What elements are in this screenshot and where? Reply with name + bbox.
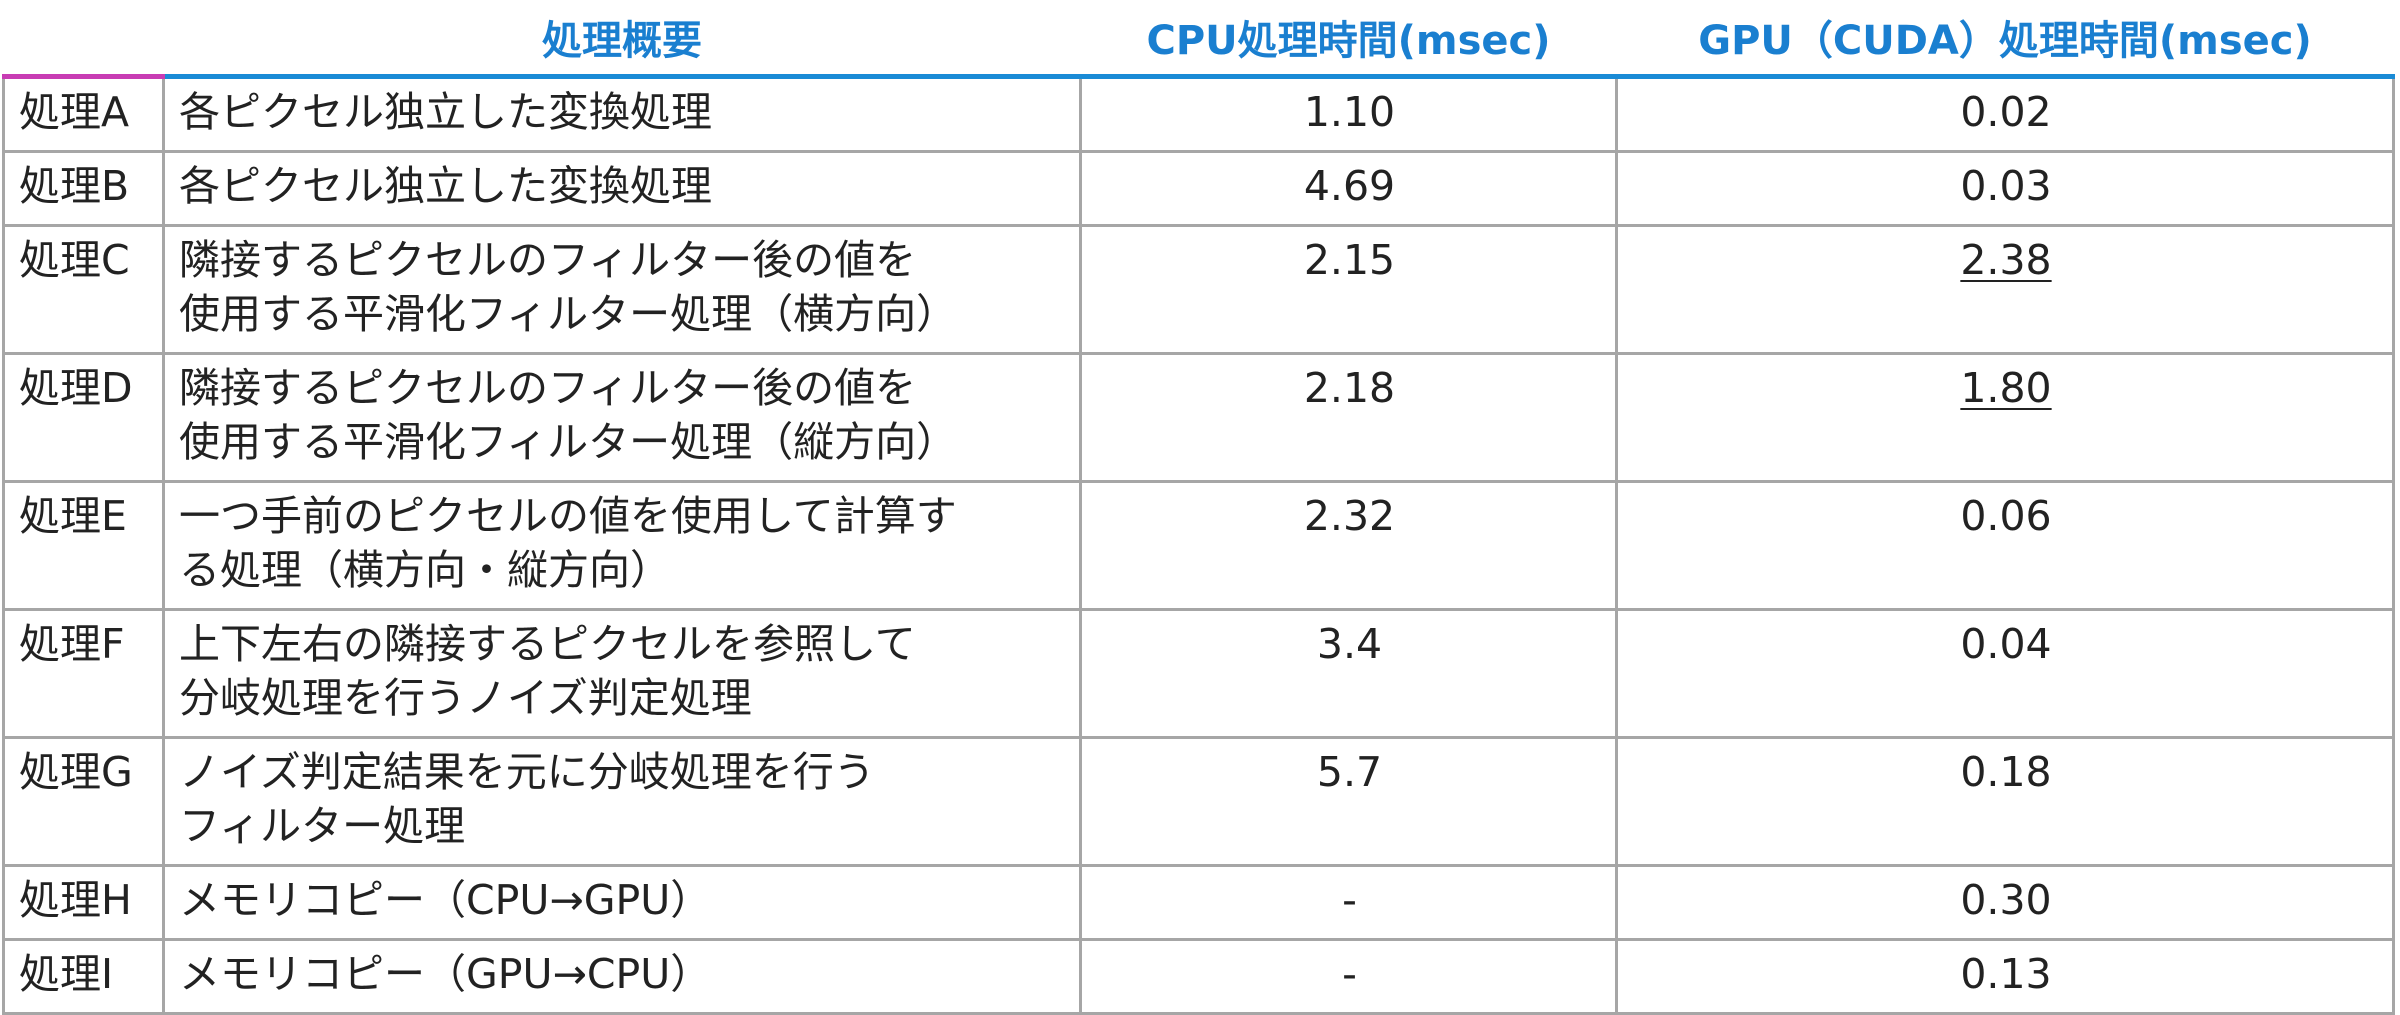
- gpu-cell: 0.06: [1615, 480, 2395, 611]
- description-cell: 隣接するピクセルのフィルター後の値を 使用する平滑化フィルター処理（横方向）: [162, 224, 1082, 355]
- cpu-cell: 2.15: [1079, 224, 1618, 355]
- name-cell: 処理E: [2, 480, 165, 611]
- name-cell: 処理F: [2, 608, 165, 739]
- description-line: メモリコピー（GPU→CPU）: [179, 950, 712, 998]
- header-cell: GPU（CUDA）処理時間(msec): [1616, 0, 2394, 79]
- description-cell: 隣接するピクセルのフィルター後の値を 使用する平滑化フィルター処理（縦方向）: [162, 352, 1082, 483]
- description-line: 分岐処理を行うノイズ判定処理: [179, 674, 752, 722]
- description-cell: 各ピクセル独立した変換処理: [162, 75, 1082, 153]
- gpu-value: 1.80: [1960, 364, 2052, 412]
- description-cell: ノイズ判定結果を元に分岐処理を行う フィルター処理: [162, 736, 1082, 867]
- gpu-cell: 2.38: [1615, 224, 2395, 355]
- cpu-cell: 2.18: [1079, 352, 1618, 483]
- row: 処理F 上下左右の隣接するピクセルを参照して 分岐処理を行うノイズ判定処理 3.4 0.…: [2, 608, 2395, 739]
- row: 処理C 隣接するピクセルのフィルター後の値を 使用する平滑化フィルター処理（横方向）…: [2, 224, 2395, 355]
- gpu-value: 0.06: [1960, 492, 2052, 540]
- row: 処理H メモリコピー（CPU→GPU） - 0.30: [2, 864, 2395, 941]
- gpu-cell: 0.18: [1615, 736, 2395, 867]
- header-cell: CPU処理時間(msec): [1080, 0, 1617, 79]
- cpu-cell: 4.69: [1079, 150, 1618, 227]
- description-line: メモリコピー（CPU→GPU）: [179, 876, 712, 924]
- description-line: 隣接するピクセルのフィルター後の値を: [179, 364, 917, 412]
- gpu-value: 0.02: [1960, 88, 2052, 136]
- cpu-cell: -: [1079, 938, 1618, 1015]
- gpu-value: 0.04: [1960, 620, 2052, 668]
- table-body: 処理A 各ピクセル独立した変換処理 1.10 0.02 処理B 各ピクセル独立した変換処理…: [2, 75, 2395, 1015]
- description-cell: 一つ手前のピクセルの値を使用して計算す る処理（横方向・縦方向）: [162, 480, 1082, 611]
- gpu-value: 0.13: [1960, 950, 2052, 998]
- cpu-cell: 2.32: [1079, 480, 1618, 611]
- description-line: 各ピクセル独立した変換処理: [179, 162, 712, 210]
- row: 処理E 一つ手前のピクセルの値を使用して計算す る処理（横方向・縦方向） 2.32 0.…: [2, 480, 2395, 611]
- description-line: フィルター処理: [179, 802, 466, 850]
- header-row: 処理概要 CPU処理時間(msec) GPU（CUDA）処理時間(msec): [3, 0, 2394, 79]
- row: 処理B 各ピクセル独立した変換処理 4.69 0.03: [2, 150, 2395, 227]
- description-cell: メモリコピー（CPU→GPU）: [162, 864, 1082, 941]
- row: 処理D 隣接するピクセルのフィルター後の値を 使用する平滑化フィルター処理（縦方向）…: [2, 352, 2395, 483]
- gpu-cell: 1.80: [1615, 352, 2395, 483]
- row: 処理I メモリコピー（GPU→CPU） - 0.13: [2, 938, 2395, 1015]
- gpu-cell: 0.02: [1615, 75, 2395, 153]
- description-line: 使用する平滑化フィルター処理（横方向）: [179, 290, 958, 338]
- description-line: 隣接するピクセルのフィルター後の値を: [179, 236, 917, 284]
- description-line: 一つ手前のピクセルの値を使用して計算す: [179, 492, 957, 540]
- gpu-cell: 0.13: [1615, 938, 2395, 1015]
- header-cell: 処理概要: [163, 0, 1081, 79]
- description-line: 使用する平滑化フィルター処理（縦方向）: [179, 418, 958, 466]
- cpu-cell: 1.10: [1079, 75, 1618, 153]
- cpu-cell: 3.4: [1079, 608, 1618, 739]
- name-cell: 処理G: [2, 736, 165, 867]
- gpu-value: 0.03: [1960, 162, 2052, 210]
- description-line: 上下左右の隣接するピクセルを参照して: [179, 620, 916, 668]
- name-cell: 処理C: [2, 224, 165, 355]
- row: 処理A 各ピクセル独立した変換処理 1.10 0.02: [2, 75, 2395, 153]
- gpu-value: 2.38: [1960, 236, 2052, 284]
- gpu-cell: 0.03: [1615, 150, 2395, 227]
- description-line: ノイズ判定結果を元に分岐処理を行う: [179, 748, 875, 796]
- description-cell: 上下左右の隣接するピクセルを参照して 分岐処理を行うノイズ判定処理: [162, 608, 1082, 739]
- name-cell: 処理B: [2, 150, 165, 227]
- row: 処理G ノイズ判定結果を元に分岐処理を行う フィルター処理 5.7 0.18: [2, 736, 2395, 867]
- gpu-cell: 0.30: [1615, 864, 2395, 941]
- name-cell: 処理D: [2, 352, 165, 483]
- cpu-cell: 5.7: [1079, 736, 1618, 867]
- description-line: 各ピクセル独立した変換処理: [179, 88, 712, 136]
- description-line: る処理（横方向・縦方向）: [179, 546, 671, 594]
- cpu-cell: -: [1079, 864, 1618, 941]
- gpu-cell: 0.04: [1615, 608, 2395, 739]
- name-cell: 処理I: [2, 938, 165, 1015]
- description-cell: 各ピクセル独立した変換処理: [162, 150, 1082, 227]
- name-cell: 処理A: [2, 75, 165, 153]
- gpu-value: 0.18: [1960, 748, 2052, 796]
- name-cell: 処理H: [2, 864, 165, 941]
- description-cell: メモリコピー（GPU→CPU）: [162, 938, 1082, 1015]
- header-cell: [3, 0, 164, 79]
- gpu-value: 0.30: [1960, 876, 2052, 924]
